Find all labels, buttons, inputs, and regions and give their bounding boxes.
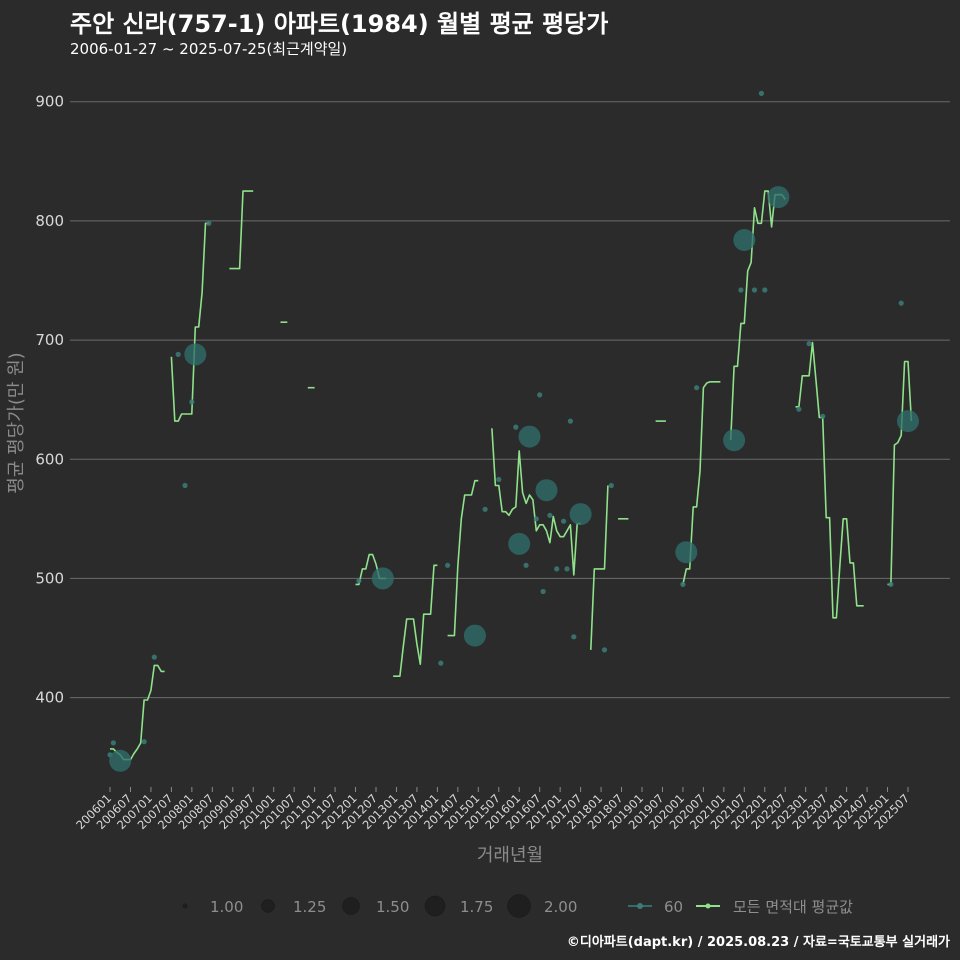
bubble-point xyxy=(733,229,756,251)
small-point xyxy=(182,482,188,489)
legend-label-60: 60 xyxy=(664,898,683,916)
small-point xyxy=(445,562,451,568)
small-point xyxy=(141,739,147,745)
average-line-segment xyxy=(110,664,165,761)
small-point xyxy=(540,588,546,595)
small-point xyxy=(762,287,768,293)
small-point xyxy=(151,654,157,660)
small-point xyxy=(601,647,608,653)
bubble-layer xyxy=(107,90,919,772)
average-line-segment xyxy=(393,564,438,677)
average-line-segment xyxy=(170,222,209,422)
small-point xyxy=(189,399,195,405)
average-line-segment xyxy=(729,190,786,441)
size-legend-label: 1.00 xyxy=(210,898,243,916)
small-point xyxy=(694,385,700,391)
bubble-point xyxy=(184,343,207,366)
legend-label-average: 모든 면적대 평균값 xyxy=(733,898,853,916)
y-axis-ticks: 400 500 600 700 800 900 xyxy=(35,93,64,707)
small-point xyxy=(820,413,826,419)
small-point xyxy=(561,518,567,524)
bubble-point xyxy=(463,624,486,647)
y-tick-label: 600 xyxy=(35,450,64,468)
bubble-point xyxy=(897,410,919,433)
size-legend-label: 1.25 xyxy=(293,898,326,916)
average-line-segment xyxy=(590,485,609,650)
bubble-point xyxy=(723,429,746,452)
grid-layer xyxy=(70,101,950,699)
bubble-point xyxy=(508,532,531,555)
y-tick-label: 500 xyxy=(35,569,64,587)
legend-key-60-dot xyxy=(637,903,643,909)
small-point xyxy=(523,562,529,568)
average-line-segment xyxy=(887,360,913,586)
size-legend-key xyxy=(261,899,275,913)
bubble-point xyxy=(675,541,698,564)
average-line-segment xyxy=(682,381,721,585)
average-line-segment xyxy=(491,428,581,576)
size-legend-key xyxy=(342,897,360,915)
small-point xyxy=(537,392,543,398)
small-point xyxy=(547,512,553,518)
small-point xyxy=(533,516,539,522)
average-line-segment xyxy=(795,341,864,619)
x-axis-title: 거래년월 xyxy=(477,845,543,866)
small-point xyxy=(175,351,181,357)
y-tick-label: 400 xyxy=(35,689,64,707)
size-legend-label: 1.50 xyxy=(376,898,409,916)
size-legend-key xyxy=(182,903,188,909)
bubble-point xyxy=(518,425,541,448)
legend: 1.00 1.25 1.50 1.75 2.00 60 모든 면적대 평균값 xyxy=(182,894,853,918)
small-point xyxy=(758,90,765,96)
small-point xyxy=(680,581,686,588)
small-point xyxy=(608,482,614,489)
size-legend-label: 2.00 xyxy=(544,898,577,916)
legend-key-average-dot xyxy=(705,903,711,909)
small-point xyxy=(751,287,758,293)
y-tick-label: 700 xyxy=(35,331,64,349)
y-axis-title: 평균 평당가(만 원) xyxy=(6,352,27,493)
size-legend-key xyxy=(507,894,531,918)
small-point xyxy=(796,406,802,412)
x-axis-ticks: 2006012006072007012007072008012008072009… xyxy=(73,787,912,832)
small-point xyxy=(567,418,574,424)
y-tick-label: 900 xyxy=(35,93,64,111)
small-point xyxy=(496,476,502,483)
small-point xyxy=(564,566,570,572)
bubble-point xyxy=(569,503,592,526)
small-point xyxy=(738,287,744,293)
size-legend-key xyxy=(424,895,446,917)
small-point xyxy=(898,300,904,306)
source-credit: ©디아파트(dapt.kr) / 2025.08.23 / 자료=국토교통부 실… xyxy=(566,935,950,950)
bubble-point xyxy=(371,567,394,590)
small-point xyxy=(438,660,444,666)
chart-subtitle: 2006-01-27 ~ 2025-07-25(최근계약일) xyxy=(70,40,348,58)
average-line-segment xyxy=(229,190,254,270)
small-point xyxy=(513,424,519,430)
small-point xyxy=(806,341,812,347)
small-point xyxy=(206,220,212,226)
small-point xyxy=(888,581,894,588)
small-point xyxy=(554,566,560,572)
bubble-point xyxy=(109,749,132,772)
small-point xyxy=(571,634,577,640)
chart-title: 주안 신라(757-1) 아파트(1984) 월별 평균 평당가 xyxy=(70,10,609,38)
bubble-point xyxy=(535,479,558,502)
average-line-layer xyxy=(110,190,913,761)
small-point xyxy=(110,740,116,746)
bubble-point xyxy=(767,186,790,209)
average-line-segment xyxy=(447,479,479,637)
y-tick-label: 800 xyxy=(35,212,64,230)
size-legend-label: 1.75 xyxy=(460,898,493,916)
small-point xyxy=(356,578,362,584)
small-point xyxy=(482,506,488,512)
